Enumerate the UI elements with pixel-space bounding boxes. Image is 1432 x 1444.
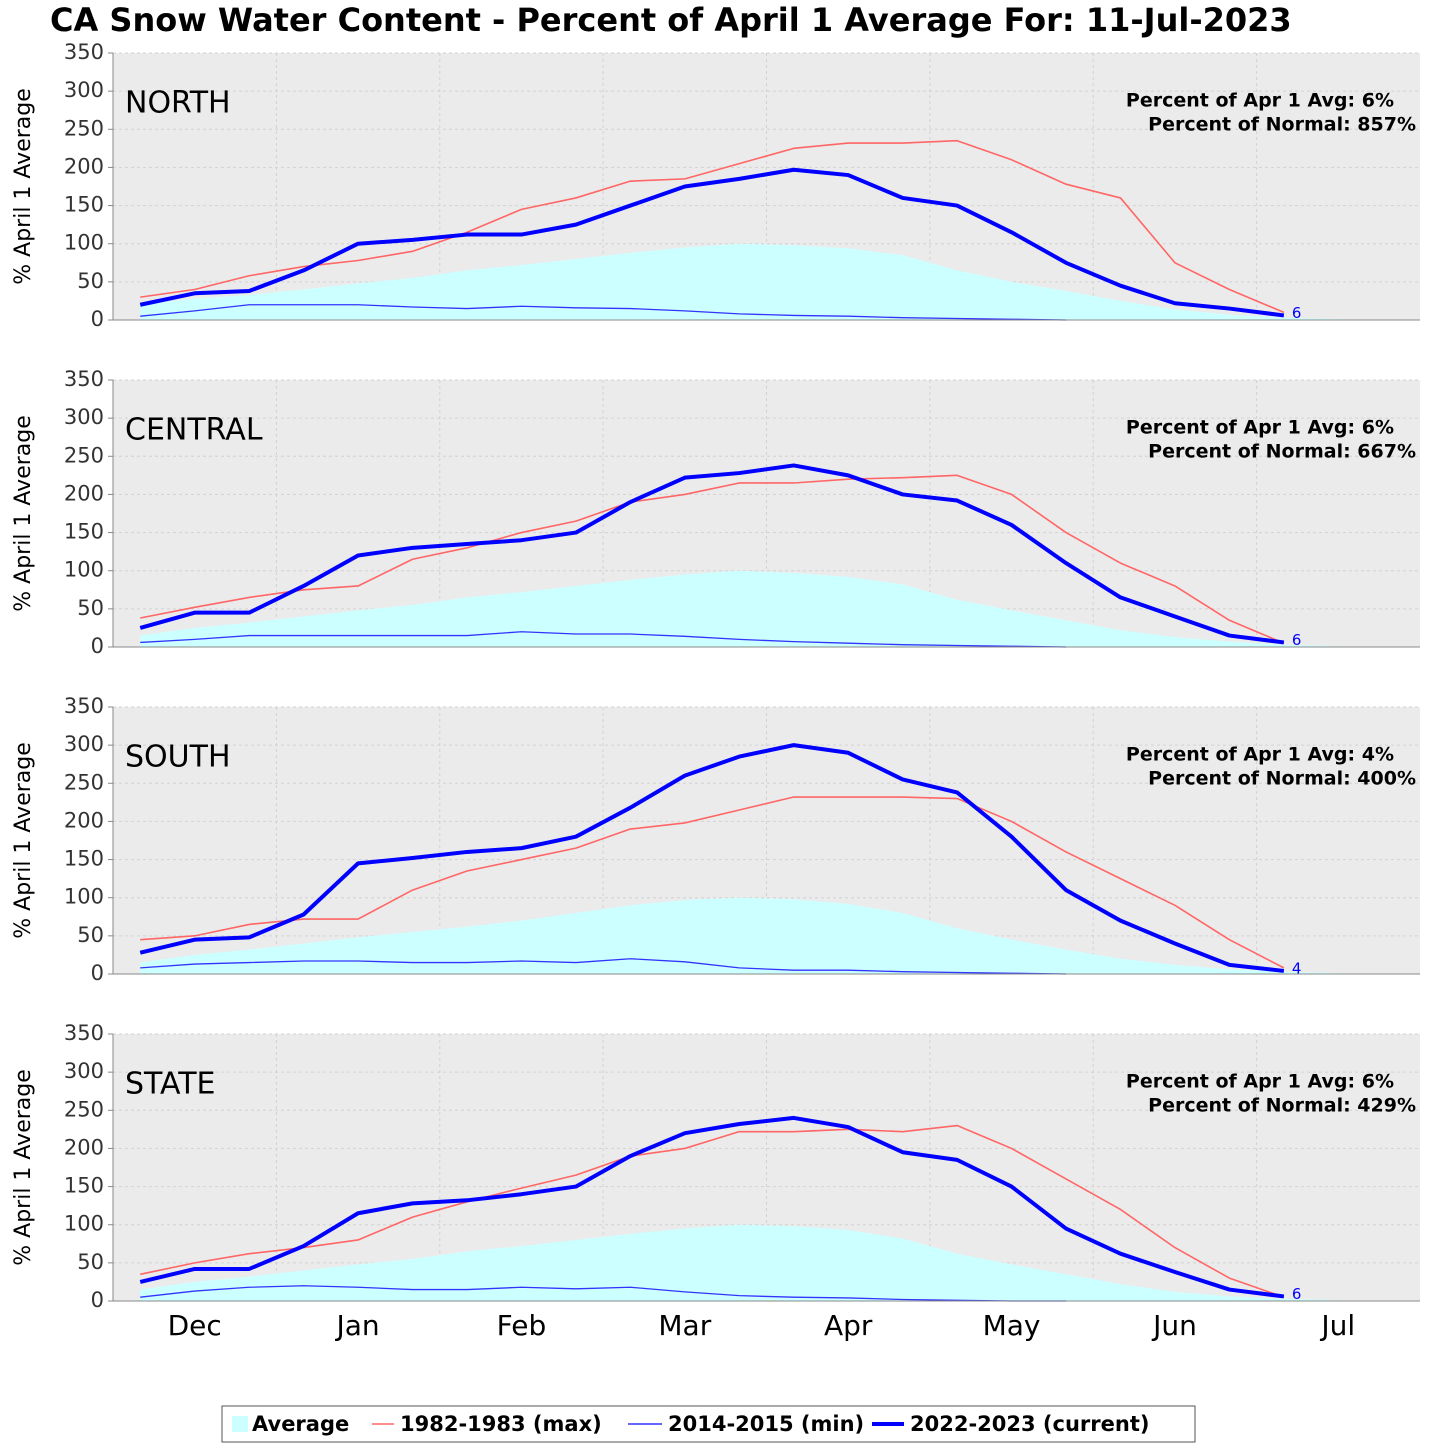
y-tick-label: 250: [64, 116, 104, 140]
y-tick-label: 300: [64, 1059, 104, 1083]
series-line: [140, 631, 1067, 648]
end-label: 4: [1292, 959, 1302, 977]
y-tick-label: 100: [64, 558, 104, 582]
series-line: [140, 304, 1067, 321]
y-tick-label: 100: [64, 231, 104, 255]
annotation: Percent of Normal: 667%: [1148, 441, 1416, 463]
y-tick-label: 200: [64, 1135, 104, 1159]
y-axis-label: % April 1 Average: [11, 742, 36, 939]
y-axis-label: % April 1 Average: [11, 415, 36, 612]
x-tick-label: May: [983, 1309, 1041, 1342]
y-tick-label: 200: [64, 808, 104, 832]
annotation: Percent of Apr 1 Avg: 6%: [1126, 417, 1394, 439]
series-line: [139, 167, 1285, 318]
end-label: 6: [1292, 304, 1302, 322]
y-tick-label: 0: [91, 307, 104, 331]
x-tick-label: Jul: [1319, 1309, 1355, 1342]
series-line: [140, 139, 1285, 314]
y-tick-label: 0: [91, 961, 104, 985]
y-tick-label: 150: [64, 193, 104, 217]
y-tick-label: 300: [64, 405, 104, 429]
y-tick-label: 250: [64, 443, 104, 467]
y-tick-label: 100: [64, 1212, 104, 1236]
panel-title: CENTRAL: [125, 413, 263, 448]
y-tick-label: 150: [64, 847, 104, 871]
y-tick-label: 50: [77, 1250, 104, 1274]
x-tick-label: Feb: [497, 1309, 547, 1342]
y-tick-label: 150: [64, 1174, 104, 1198]
annotation: Percent of Apr 1 Avg: 6%: [1126, 1071, 1394, 1093]
panel-title: SOUTH: [125, 740, 231, 775]
legend-label: 2014-2015 (min): [668, 1412, 864, 1436]
series-line: [140, 474, 1285, 644]
x-tick-label: Mar: [658, 1309, 711, 1342]
annotation: Percent of Apr 1 Avg: 4%: [1126, 744, 1394, 766]
y-tick-label: 0: [91, 634, 104, 658]
series-line: [139, 463, 1285, 645]
average-area: [140, 570, 1393, 647]
series-line: [139, 1115, 1285, 1299]
end-label: 6: [1292, 1285, 1302, 1303]
y-tick-label: 50: [77, 269, 104, 293]
y-tick-label: 350: [64, 40, 104, 64]
x-tick-label: Apr: [824, 1309, 873, 1342]
series-line: [139, 743, 1285, 973]
annotation: Percent of Normal: 429%: [1148, 1095, 1416, 1117]
x-tick-label: Dec: [168, 1309, 222, 1342]
y-tick-label: 300: [64, 732, 104, 756]
y-tick-label: 100: [64, 885, 104, 909]
end-label: 6: [1292, 631, 1302, 649]
annotation: Percent of Apr 1 Avg: 6%: [1126, 90, 1394, 112]
legend-label: 2022-2023 (current): [910, 1412, 1149, 1436]
y-tick-label: 150: [64, 520, 104, 544]
y-tick-label: 50: [77, 923, 104, 947]
average-area: [140, 243, 1393, 320]
y-tick-label: 350: [64, 1021, 104, 1045]
y-axis-label: % April 1 Average: [11, 1069, 36, 1266]
x-tick-label: Jun: [1151, 1309, 1197, 1342]
y-tick-label: 350: [64, 694, 104, 718]
series-line: [140, 1285, 1067, 1302]
y-tick-label: 50: [77, 596, 104, 620]
annotation: Percent of Normal: 400%: [1148, 768, 1416, 790]
legend-swatch: [232, 1416, 248, 1432]
y-tick-label: 300: [64, 78, 104, 102]
annotation: Percent of Normal: 857%: [1148, 114, 1416, 136]
y-tick-label: 250: [64, 770, 104, 794]
chart-title: CA Snow Water Content - Percent of April…: [50, 1, 1292, 39]
series-line: [140, 1124, 1285, 1298]
series-line: [140, 796, 1285, 969]
y-axis-label: % April 1 Average: [11, 88, 36, 285]
y-tick-label: 200: [64, 154, 104, 178]
x-tick-label: Jan: [334, 1309, 379, 1342]
average-area: [140, 897, 1393, 974]
series-line: [140, 958, 1067, 975]
panel-title: STATE: [125, 1067, 216, 1102]
y-tick-label: 200: [64, 481, 104, 505]
legend-label: 1982-1983 (max): [400, 1412, 602, 1436]
y-tick-label: 250: [64, 1097, 104, 1121]
y-tick-label: 350: [64, 367, 104, 391]
y-tick-label: 0: [91, 1288, 104, 1312]
panel-title: NORTH: [125, 86, 231, 121]
average-area: [140, 1224, 1393, 1301]
legend-label: Average: [252, 1412, 349, 1436]
